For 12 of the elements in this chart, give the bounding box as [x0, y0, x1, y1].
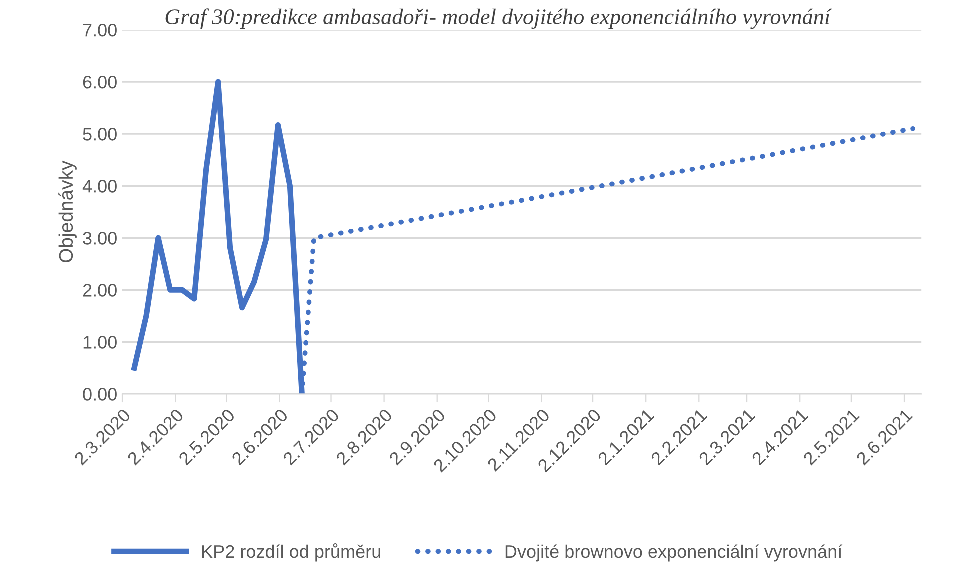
legend-label: KP2 rozdíl od průměru: [202, 543, 380, 562]
y-tick-label: 4.00: [82, 180, 117, 193]
y-tick-label: 6.00: [83, 76, 117, 89]
y-tick-label: 1.00: [84, 336, 117, 349]
y-tick-label: 2.00: [83, 284, 117, 297]
y-tick-label: 3.00: [83, 232, 117, 245]
y-tick-label: 0.00: [83, 388, 117, 401]
y-tick-label: 7.00: [83, 24, 117, 37]
text: Graf 30:predikce ambasadoři- model dvojitého exponenciálního vyrovnání: [166, 8, 832, 30]
y-tick-label: 5.00: [83, 128, 117, 141]
legend-label: Dvojité brownovo exponenciální vyrovnání: [506, 544, 843, 562]
y-axis-title: Objednávky: [58, 160, 77, 263]
